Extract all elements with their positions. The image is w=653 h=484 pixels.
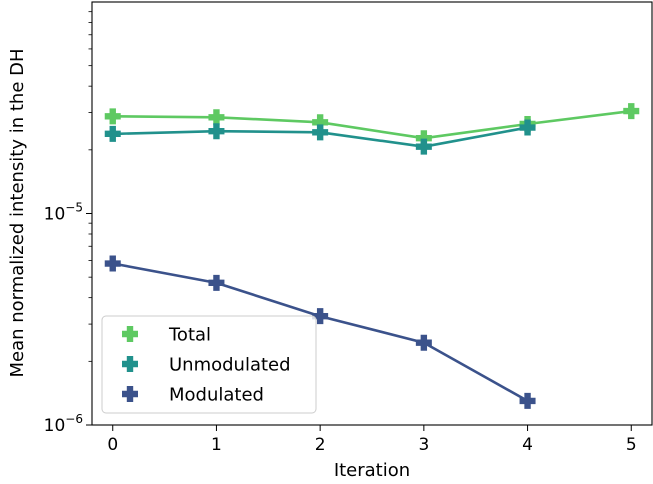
y-tick-label-0: 10−5 bbox=[44, 201, 83, 225]
data-point-0-3 bbox=[415, 130, 432, 147]
data-point-1-2 bbox=[312, 124, 329, 141]
data-point-1-4 bbox=[519, 119, 536, 136]
legend-box bbox=[101, 315, 317, 414]
legend-marker-0 bbox=[122, 326, 138, 342]
data-point-1-3 bbox=[415, 138, 432, 155]
data-point-1-1 bbox=[208, 123, 225, 140]
data-point-2-3 bbox=[415, 334, 432, 351]
data-point-2-1 bbox=[208, 274, 225, 291]
x-tick-label-0: 0 bbox=[107, 435, 118, 455]
legend-marker-2 bbox=[122, 386, 138, 402]
data-point-0-5 bbox=[623, 103, 640, 120]
x-tick-label-4: 4 bbox=[522, 435, 533, 455]
data-point-1-0 bbox=[104, 125, 121, 142]
data-point-0-2 bbox=[312, 114, 329, 131]
series-line-0 bbox=[112, 109, 632, 140]
x-tick-label-2: 2 bbox=[315, 435, 326, 455]
legend: Total Unmodulated Modulated bbox=[101, 315, 317, 414]
x-tick-label-3: 3 bbox=[418, 435, 429, 455]
legend-label-0: Total bbox=[168, 325, 211, 346]
data-point-2-0 bbox=[104, 255, 121, 272]
y-axis-label: Mean normalized intensity in the DH bbox=[7, 48, 28, 377]
y-tick-label-1: 10−6 bbox=[44, 412, 83, 436]
data-point-2-2 bbox=[312, 308, 329, 325]
data-point-2-4 bbox=[519, 392, 536, 409]
series-layer bbox=[104, 103, 640, 409]
x-tick-label-5: 5 bbox=[626, 435, 637, 455]
x-axis-label: Iteration bbox=[334, 460, 410, 481]
data-point-0-0 bbox=[104, 108, 121, 125]
legend-label-2: Modulated bbox=[169, 385, 264, 406]
data-point-0-1 bbox=[208, 109, 225, 126]
legend-label-1: Unmodulated bbox=[169, 355, 291, 376]
ticks-layer: 0 1 2 3 4 5 10−5 10−6 bbox=[44, 11, 637, 455]
legend-marker-1 bbox=[122, 356, 138, 372]
x-tick-label-1: 1 bbox=[211, 435, 222, 455]
